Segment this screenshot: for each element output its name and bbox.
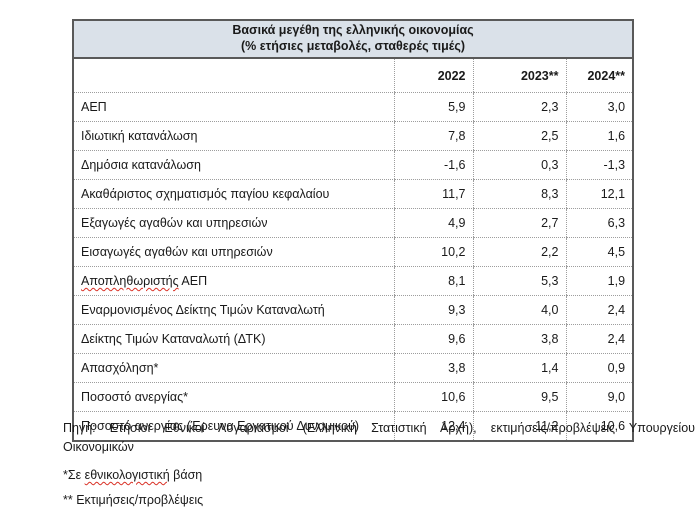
row-label: Απασχόληση* <box>73 353 394 383</box>
cell-value: 4,5 <box>565 237 634 267</box>
table-row-unemployment-rate: Ποσοστό ανεργίας* 10,6 9,5 9,0 <box>73 382 634 412</box>
row-label: Εισαγωγές αγαθών και υπηρεσιών <box>73 237 394 267</box>
table-row-fixed-capital-formation: Ακαθάριστος σχηματισμός παγίου κεφαλαίου… <box>73 179 634 209</box>
cell-value: 2,4 <box>565 295 634 325</box>
cell-value: 2,4 <box>565 324 634 354</box>
table-title-line2: (% ετήσιες μεταβολές, σταθερές τιμές) <box>240 38 466 53</box>
row-label: Εξαγωγές αγαθών και υπηρεσιών <box>73 208 394 238</box>
cell-value: 2,2 <box>472 237 566 267</box>
cell-value: 2,3 <box>472 92 566 122</box>
footnote1-prefix: *Σε <box>63 468 85 482</box>
cell-value: -1,6 <box>393 150 473 180</box>
cell-value: 10,2 <box>393 237 473 267</box>
cell-value: 4,9 <box>393 208 473 238</box>
cell-value: 7,8 <box>393 121 473 151</box>
cell-value: 1,9 <box>565 266 634 296</box>
cell-value: -1,3 <box>565 150 634 180</box>
column-header-2023: 2023** <box>472 58 566 93</box>
cell-value: 4,0 <box>472 295 566 325</box>
cell-value: 8,3 <box>472 179 566 209</box>
table-footnotes: Πηγή: Ετήσιοι Εθνικοί Λογαριασμοί (Ελλην… <box>63 419 695 510</box>
column-header-2022: 2022 <box>393 58 473 93</box>
cell-value: 12,1 <box>565 179 634 209</box>
table-row-harmonised-cpi: Εναρμονισμένος Δείκτης Τιμών Καταναλωτή … <box>73 295 634 325</box>
table-row-cpi: Δείκτης Τιμών Καταναλωτή (ΔΤΚ) 9,6 3,8 2… <box>73 324 634 354</box>
table-row-imports: Εισαγωγές αγαθών και υπηρεσιών 10,2 2,2 … <box>73 237 634 267</box>
cell-value: 5,9 <box>393 92 473 122</box>
cell-value: 11,2 <box>472 411 566 442</box>
footnote-national-accounts-basis: *Σε εθνικολογιστική βάση <box>63 466 695 485</box>
cell-value: 9,0 <box>565 382 634 412</box>
cell-value: 5,3 <box>472 266 566 296</box>
table-row-private-consumption: Ιδιωτική κατανάλωση 7,8 2,5 1,6 <box>73 121 634 151</box>
economy-table: Βασικά μεγέθη της ελληνικής οικονομίας (… <box>72 19 635 442</box>
cell-value: 3,0 <box>565 92 634 122</box>
spellchecked-word: εθνικολογιστική <box>84 468 170 482</box>
cell-value: 8,1 <box>393 266 473 296</box>
row-label: Ποσοστό ανεργίας (Έρευνα Εργατικού Δυναμ… <box>73 411 394 442</box>
cell-value: 3,8 <box>393 353 473 383</box>
spellchecked-word: Αποπληθωριστής <box>81 274 179 288</box>
row-label-rest: ΑΕΠ <box>178 274 208 288</box>
cell-value: 12,4 <box>393 411 473 442</box>
table-row-gdp-deflator: Αποπληθωριστής ΑΕΠ 8,1 5,3 1,9 <box>73 266 634 296</box>
cell-value: 6,3 <box>565 208 634 238</box>
row-label: Ποσοστό ανεργίας* <box>73 382 394 412</box>
cell-value: 11,7 <box>393 179 473 209</box>
cell-value: 2,5 <box>472 121 566 151</box>
cell-value: 1,4 <box>472 353 566 383</box>
table-title-row: Βασικά μεγέθη της ελληνικής οικονομίας (… <box>73 20 634 59</box>
column-header-empty <box>73 58 394 93</box>
table-row-exports: Εξαγωγές αγαθών και υπηρεσιών 4,9 2,7 6,… <box>73 208 634 238</box>
row-label: Ακαθάριστος σχηματισμός παγίου κεφαλαίου <box>73 179 394 209</box>
cell-value: 1,6 <box>565 121 634 151</box>
table-title-line1: Βασικά μεγέθη της ελληνικής οικονομίας <box>232 23 474 37</box>
footnote-estimates-projections: ** Εκτιμήσεις/προβλέψεις <box>63 493 204 507</box>
row-label: ΑΕΠ <box>73 92 394 122</box>
table-row-public-consumption: Δημόσια κατανάλωση -1,6 0,3 -1,3 <box>73 150 634 180</box>
cell-value: 2,7 <box>472 208 566 238</box>
row-label: Ιδιωτική κατανάλωση <box>73 121 394 151</box>
row-label: Εναρμονισμένος Δείκτης Τιμών Καταναλωτή <box>73 295 394 325</box>
cell-value: 9,3 <box>393 295 473 325</box>
table-row-unemployment-lfs: Ποσοστό ανεργίας (Έρευνα Εργατικού Δυναμ… <box>73 411 634 442</box>
cell-value: 9,6 <box>393 324 473 354</box>
cell-value: 0,9 <box>565 353 634 383</box>
table-title: Βασικά μεγέθη της ελληνικής οικονομίας (… <box>73 20 634 59</box>
cell-value: 10,6 <box>565 411 634 442</box>
source-note-line1: Πηγή: Ετήσιοι Εθνικοί Λογαριασμοί (Ελλην… <box>63 421 695 435</box>
row-label: Αποπληθωριστής ΑΕΠ <box>73 266 394 296</box>
cell-value: 9,5 <box>472 382 566 412</box>
table-row-gdp: ΑΕΠ 5,9 2,3 3,0 <box>73 92 634 122</box>
cell-value: 10,6 <box>393 382 473 412</box>
cell-value: 0,3 <box>472 150 566 180</box>
table-row-employment: Απασχόληση* 3,8 1,4 0,9 <box>73 353 634 383</box>
cell-value: 3,8 <box>472 324 566 354</box>
footnote1-suffix: βάση <box>169 468 203 482</box>
column-header-2024: 2024** <box>565 58 634 93</box>
column-header-row: 2022 2023** 2024** <box>73 58 634 93</box>
row-label: Δημόσια κατανάλωση <box>73 150 394 180</box>
source-note-line2: Οικονομικών <box>63 440 134 454</box>
row-label: Δείκτης Τιμών Καταναλωτή (ΔΤΚ) <box>73 324 394 354</box>
